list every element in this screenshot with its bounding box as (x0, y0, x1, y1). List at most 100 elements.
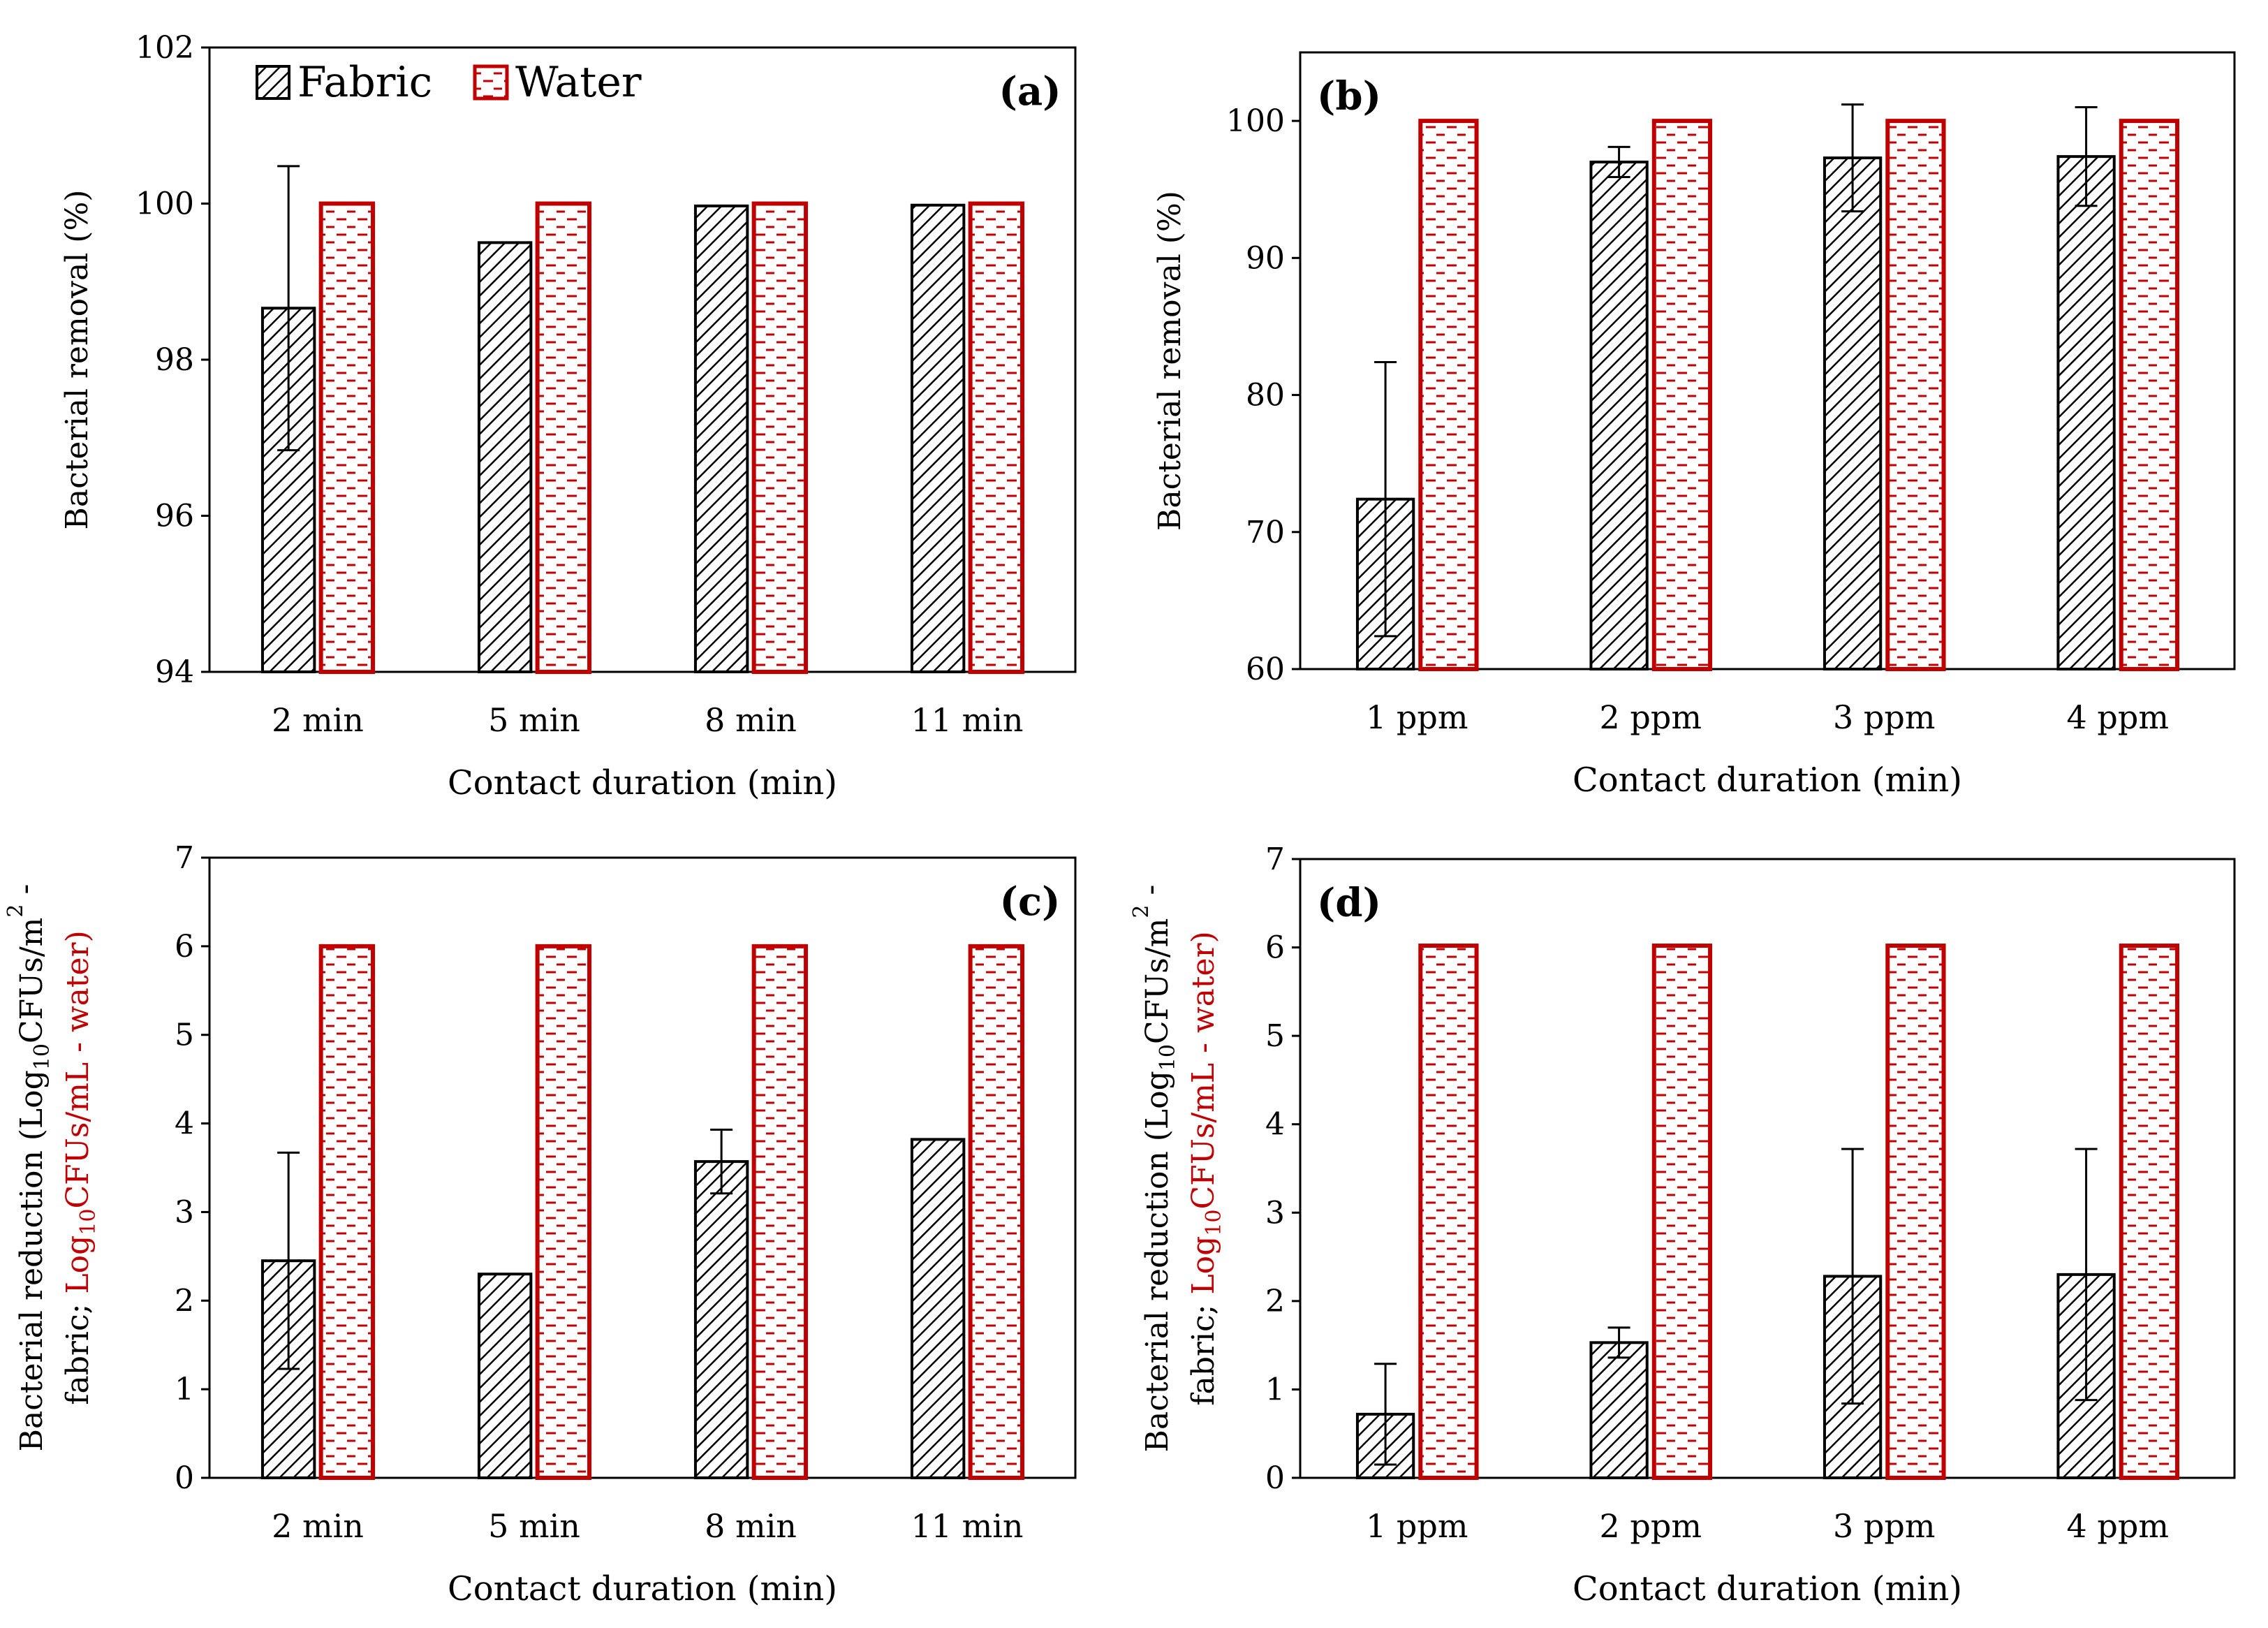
chart-panel-1: 94 96 98 100 102 2 min 5 min 8 min 11 min Contact… (59, 30, 1077, 802)
y-tick-label: 70 (1246, 515, 1285, 550)
bar-water (535, 944, 592, 1481)
y-label-part: 10 (1202, 1209, 1226, 1235)
category-label: 3 ppm (1833, 1507, 1935, 1545)
legend: Fabric Water (256, 58, 642, 107)
y-label-part: - (1133, 885, 1168, 905)
x-axis-label: Contact duration (min) (448, 763, 837, 802)
bar-water (1651, 119, 1713, 672)
y-tick-label: 5 (175, 1018, 194, 1053)
y-label-part: CFUs/m (14, 918, 50, 1043)
y-tick-label: 3 (1265, 1195, 1285, 1231)
plot-frame (208, 856, 1077, 1479)
y-tick-label: 6 (175, 929, 194, 965)
category-label: 3 ppm (1833, 698, 1935, 736)
y-tick-label: 7 (175, 840, 194, 876)
bar-water (751, 201, 809, 674)
bar-fabric (693, 1160, 749, 1479)
category-label: 2 min (272, 1507, 364, 1545)
bar-fabric (910, 1138, 966, 1480)
y-label-part: fabric; (60, 1294, 96, 1405)
y-label-part: CFUs/mL - water) (60, 930, 96, 1208)
y-label-part: Log (1186, 1236, 1221, 1295)
y-label-part: 2 (3, 904, 28, 918)
y-tick-label: 4 (175, 1106, 194, 1142)
y-label-part: 10 (1156, 1044, 1180, 1071)
category-label: 11 min (911, 701, 1023, 739)
y-tick-label: 5 (1265, 1018, 1285, 1054)
chart-panel-2: 60 70 80 90 100 1 ppm 2 ppm 3 ppm 4 ppm Contact d… (1152, 51, 2236, 800)
y-tick-label: 90 (1246, 240, 1285, 276)
category-label: 2 ppm (1600, 1507, 1702, 1545)
panel-label: (b) (1317, 73, 1381, 119)
y-tick-label: 98 (155, 342, 194, 378)
y-tick-label: 80 (1246, 378, 1285, 413)
y-tick-label: 100 (135, 186, 194, 222)
y-label-part: Bacterial reduction (Log (14, 1070, 50, 1451)
bar-water (318, 201, 376, 674)
category-label: 4 ppm (2067, 698, 2169, 736)
bar-fabric (477, 241, 533, 673)
bar-fabric (1589, 160, 1649, 670)
y-axis-label-line2: fabric; Log10CFUs/mL - water) (60, 930, 101, 1405)
y-label-part: fabric; (1186, 1295, 1221, 1406)
category-label: 5 min (488, 1507, 580, 1545)
y-tick-label: 0 (1265, 1460, 1285, 1496)
legend-label-fabric: Fabric (297, 58, 432, 107)
y-tick-label: 60 (1246, 652, 1285, 687)
x-axis-label: Contact duration (min) (1573, 1569, 1962, 1608)
y-tick-label: 2 (1265, 1284, 1285, 1319)
legend-label-water: Water (515, 58, 642, 107)
legend-swatch-water (473, 64, 509, 101)
y-tick-label: 1 (175, 1372, 194, 1407)
chart-panel-4: 0 1 2 3 4 5 6 7 1 ppm 2 ppm 3 ppm 4 ppm Contact dura… (1129, 842, 2236, 1608)
y-axis-label: Bacterial removal (%) (59, 190, 95, 530)
bar-water (2119, 119, 2180, 672)
y-tick-label: 1 (1265, 1372, 1285, 1407)
bar-fabric (477, 1273, 533, 1479)
y-label-part: CFUs/m (1140, 918, 1175, 1044)
y-tick-label: 0 (175, 1460, 194, 1496)
y-label-part: CFUs/mL - water) (1186, 931, 1221, 1209)
category-label: 1 ppm (1366, 698, 1468, 736)
panel-label: (c) (999, 879, 1060, 925)
bar-water (1651, 944, 1713, 1481)
category-label: 4 ppm (2067, 1507, 2169, 1545)
category-label: 2 ppm (1600, 698, 1702, 736)
bar-water (1885, 119, 1946, 672)
y-tick-label: 6 (1265, 930, 1285, 966)
bar-water (318, 944, 376, 1481)
x-axis-label: Contact duration (min) (1573, 761, 1962, 800)
bar-water (2119, 944, 2180, 1481)
y-label-part: Log (60, 1235, 96, 1294)
bar-fabric (693, 204, 749, 674)
x-axis-label: Contact duration (min) (448, 1569, 837, 1608)
panel-label: (a) (999, 68, 1061, 115)
y-tick-label: 96 (155, 499, 194, 534)
bar-fabric (1822, 156, 1883, 670)
bar-water (1418, 119, 1479, 672)
category-label: 1 ppm (1366, 1507, 1468, 1545)
y-tick-label: 2 (175, 1283, 194, 1319)
y-tick-label: 102 (135, 30, 194, 66)
category-label: 2 min (272, 701, 364, 739)
bar-water (751, 944, 809, 1481)
y-label-part: 2 (1129, 905, 1154, 918)
bar-water (968, 944, 1025, 1481)
y-tick-label: 3 (175, 1194, 194, 1230)
category-label: 8 min (705, 1507, 797, 1545)
y-tick-label: 4 (1265, 1107, 1285, 1143)
category-label: 5 min (488, 701, 580, 739)
legend-swatch-fabric (256, 65, 290, 100)
bar-water (535, 201, 592, 674)
plot-frame (1299, 858, 2236, 1479)
y-axis-label-line2: fabric; Log10CFUs/mL - water) (1186, 931, 1226, 1406)
plot-frame (1299, 51, 2236, 670)
y-label-part: 10 (76, 1208, 101, 1235)
category-label: 11 min (911, 1507, 1023, 1545)
y-axis-label: Bacterial removal (%) (1152, 191, 1188, 531)
y-tick-label: 100 (1226, 103, 1285, 139)
bar-water (968, 201, 1025, 674)
bar-water (1418, 944, 1479, 1481)
y-tick-label: 94 (155, 654, 194, 690)
